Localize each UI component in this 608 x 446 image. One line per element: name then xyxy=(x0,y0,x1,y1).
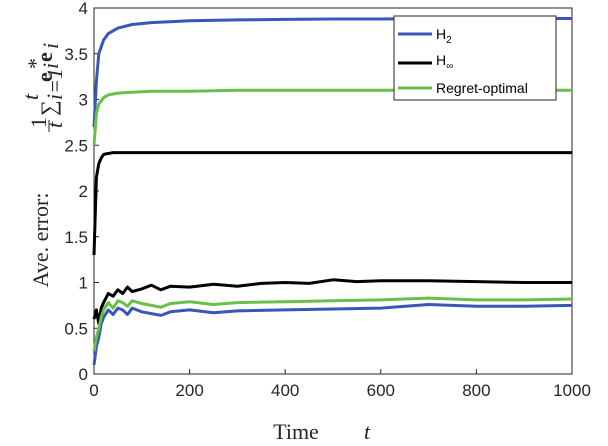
legend-label-hinf: H∞ xyxy=(436,52,453,72)
series-line-2-1 xyxy=(92,296,573,352)
tick-group: 0 200 400 600 800 1000 0 0.5 1 1.5 2 2.5 3 3.5 4 xyxy=(64,0,591,400)
legend-label-regret: Regret-optimal xyxy=(436,80,528,96)
legend: H2 H∞ Regret-optimal xyxy=(393,15,557,101)
x-tick-label: 800 xyxy=(462,381,490,400)
y-tick-label: 2 xyxy=(79,182,88,201)
legend-entry-h2: H2 xyxy=(398,26,452,46)
series-line-1-0 xyxy=(92,151,572,256)
y-tick-label: 3 xyxy=(79,91,88,110)
formula-e1: e xyxy=(32,72,57,82)
x-axis-title-var: t xyxy=(364,419,371,444)
formula-e2-sub: i xyxy=(38,43,63,49)
y-tick-label: 4 xyxy=(79,0,88,18)
x-tick-label: 400 xyxy=(271,381,299,400)
y-tick-label: 2.5 xyxy=(64,136,88,155)
x-tick-label: 200 xyxy=(175,381,203,400)
x-axis-title-text: Time xyxy=(273,419,319,444)
y-tick-label: 3.5 xyxy=(64,45,88,64)
legend-label-h2: H2 xyxy=(436,26,452,46)
y-tick-label: 1 xyxy=(79,274,88,293)
x-tick-label: 0 xyxy=(89,381,98,400)
formula-e1-sub: i xyxy=(38,63,63,69)
formula-sum-lower: i=1 xyxy=(42,68,67,100)
series-line-0-1 xyxy=(92,303,573,366)
formula-e1-sup: * xyxy=(23,58,48,69)
formula-sum: ∑ xyxy=(36,100,61,116)
y-axis-formula: 1 t ∑ t i=1 e * i e i xyxy=(18,43,67,132)
y-tick-label: 1.5 xyxy=(64,228,88,247)
y-axis-title-text: Ave. error: xyxy=(28,193,53,288)
legend-box xyxy=(393,15,557,101)
formula-e2: e xyxy=(32,52,57,62)
formula-sum-upper: t xyxy=(18,93,43,100)
formula-frac-num: 1 xyxy=(26,117,51,128)
legend-entry-hinf: H∞ xyxy=(398,52,453,72)
legend-entry-regret: Regret-optimal xyxy=(398,80,528,96)
x-tick-label: 1000 xyxy=(553,381,591,400)
x-tick-label: 600 xyxy=(367,381,395,400)
x-axis-title: Time t xyxy=(273,419,371,444)
y-tick-label: 0.5 xyxy=(64,319,88,338)
series-line-2-0 xyxy=(92,88,572,146)
formula-frac-den: t xyxy=(42,121,67,128)
series-line-1-1 xyxy=(92,278,572,326)
y-tick-label: 0 xyxy=(79,365,88,384)
y-axis-title: Ave. error: 1 t ∑ t i=1 e * i e i xyxy=(18,43,67,288)
